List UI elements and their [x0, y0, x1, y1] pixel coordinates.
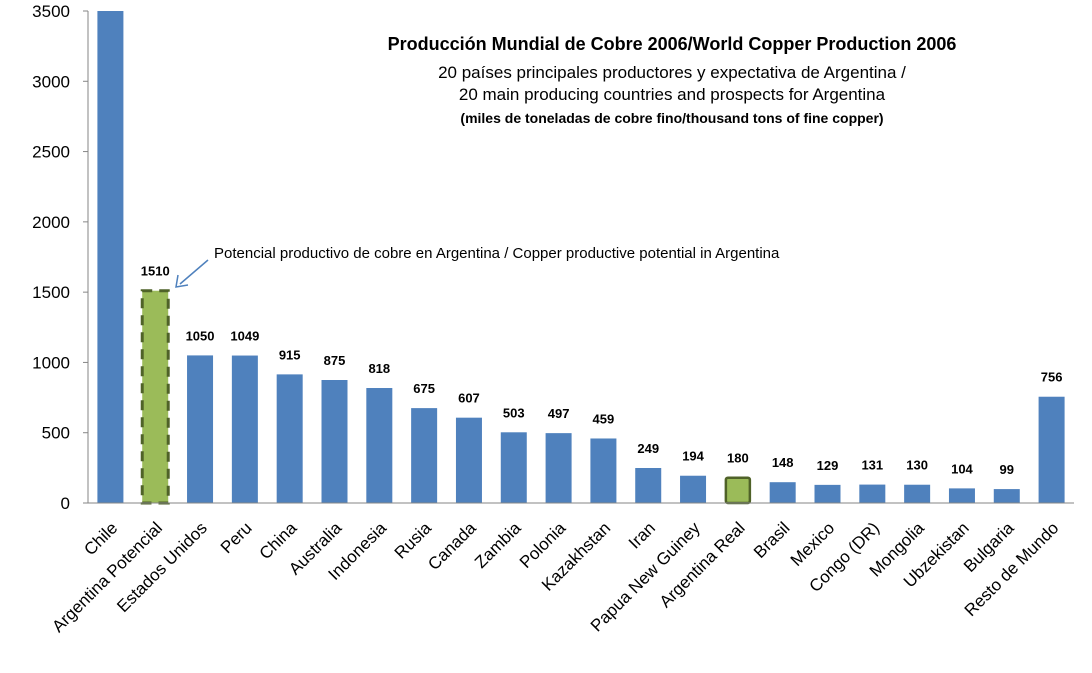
chart-subtitle-line-2: 20 main producing countries and prospect… [459, 85, 886, 104]
y-tick-label: 500 [42, 424, 70, 443]
data-label: 497 [548, 406, 570, 421]
bar [500, 432, 527, 503]
chart-title-block: Producción Mundial de Cobre 2006/World C… [388, 34, 957, 126]
y-tick-label: 3500 [32, 2, 70, 21]
bar [187, 355, 214, 503]
data-label: 180 [727, 451, 749, 466]
y-axis: 0 500 1000 1500 2000 2500 3000 3500 [32, 2, 89, 513]
data-label: 99 [1000, 462, 1014, 477]
bar [680, 475, 707, 503]
bar [814, 484, 841, 503]
bar [231, 355, 258, 503]
annotation-arrow-head [175, 274, 189, 288]
y-tick-label: 1000 [32, 353, 70, 372]
data-label: 875 [324, 353, 346, 368]
data-label: 915 [279, 347, 301, 362]
x-tick-label: Chile [80, 518, 121, 559]
bar [321, 380, 348, 503]
potential-annotation: Potencial productivo de cobre en Argenti… [214, 245, 780, 262]
bar [366, 388, 393, 503]
bar [948, 488, 975, 503]
data-label: 104 [951, 461, 973, 476]
data-label: 194 [682, 449, 704, 464]
data-label: 756 [1041, 370, 1063, 385]
y-tick-label: 2500 [32, 143, 70, 162]
data-labels: 5361151010501049915875818675607503497459… [141, 264, 1063, 477]
data-label: 459 [593, 411, 615, 426]
data-label: 675 [413, 381, 435, 396]
data-label: 131 [861, 458, 883, 473]
x-tick-label: Zambia [471, 518, 525, 572]
bar [724, 476, 752, 505]
x-tick-label: Peru [217, 518, 256, 557]
data-label: 1510 [141, 264, 170, 279]
data-label: 249 [637, 441, 659, 456]
data-label: 148 [772, 455, 794, 470]
bar [97, 11, 124, 503]
bar [276, 374, 303, 503]
chart-subtitle-line-1: 20 países principales productores y expe… [438, 63, 906, 82]
data-label: 129 [817, 458, 839, 473]
x-tick-label: Iran [625, 518, 659, 552]
bar [993, 489, 1020, 503]
bar [455, 417, 482, 503]
bar [140, 289, 170, 505]
bar [411, 408, 438, 503]
data-label: 130 [906, 458, 928, 473]
annotation-arrow-line [179, 259, 209, 285]
units-note: (miles de toneladas de cobre fino/thousa… [460, 110, 883, 126]
chart-title: Producción Mundial de Cobre 2006/World C… [388, 34, 957, 54]
bar [635, 467, 662, 503]
y-tick-label: 2000 [32, 213, 70, 232]
data-label: 607 [458, 391, 480, 406]
annotation-block: Potencial productivo de cobre en Argenti… [175, 245, 780, 288]
bar [769, 482, 796, 503]
y-tick-label: 3000 [32, 72, 70, 91]
data-label: 818 [368, 361, 390, 376]
data-label: 503 [503, 405, 525, 420]
data-label: 1049 [230, 329, 259, 344]
bar [1038, 396, 1065, 503]
bar [904, 484, 931, 503]
y-tick-label: 1500 [32, 283, 70, 302]
data-label: 1050 [186, 328, 215, 343]
x-tick-label: Canada [424, 518, 480, 574]
bar [859, 484, 886, 503]
y-tick-label: 0 [61, 494, 70, 513]
bar [545, 433, 572, 503]
bars [97, 11, 1065, 505]
bar [590, 438, 617, 503]
